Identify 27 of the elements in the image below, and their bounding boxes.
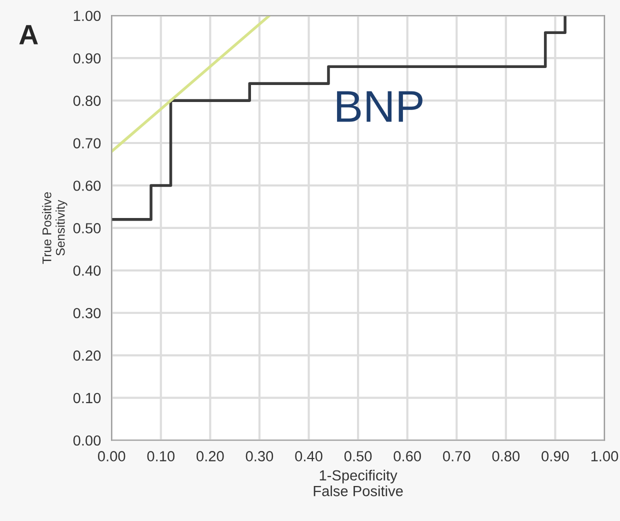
- chart-title: A: [19, 25, 38, 44]
- x-tick-label: 0.20: [196, 451, 224, 462]
- y-tick-label: 0.00: [73, 435, 101, 446]
- y-tick-label: 0.60: [73, 180, 101, 191]
- y-tick-label: 0.40: [73, 266, 101, 276]
- x-tick-label: 0.70: [443, 451, 470, 462]
- x-tick-label: 0.00: [98, 451, 126, 462]
- y-axis-title: True Positive Sensitivity: [42, 192, 68, 264]
- y-tick-label: 1.00: [74, 10, 101, 22]
- x-tick-label: 0.60: [394, 451, 421, 462]
- x-tick-label: 0.90: [542, 451, 569, 462]
- annotation: BNP: [337, 91, 422, 122]
- x-axis-title: 1-Specificity False Positive: [314, 470, 403, 496]
- y-tick-label: 0.80: [73, 96, 101, 106]
- x-tick-label: 1.00: [591, 451, 618, 462]
- x-tick-label: 0.10: [147, 451, 175, 462]
- x-tick-label: 0.30: [246, 451, 274, 462]
- y-tick-label: 0.10: [73, 392, 101, 404]
- x-tick-label: 0.80: [492, 451, 520, 462]
- line-series: [112, 16, 566, 221]
- y-tick-label: 0.50: [73, 223, 101, 234]
- x-tick-label: 0.50: [344, 451, 372, 462]
- y-tick-label: 0.20: [73, 350, 101, 361]
- y-tick-label: 0.30: [73, 308, 101, 318]
- y-tick-label: 0.90: [73, 53, 101, 64]
- x-tick-label: 0.40: [295, 451, 322, 462]
- y-tick-label: 0.70: [73, 138, 101, 148]
